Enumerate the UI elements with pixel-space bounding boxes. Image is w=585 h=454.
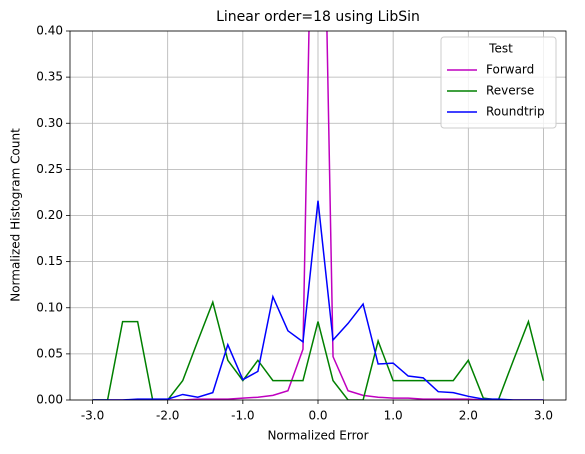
y-tick-label: 0.05 <box>36 346 63 360</box>
y-tick-label: 0.15 <box>36 254 63 268</box>
legend-label: Roundtrip <box>486 105 545 119</box>
plot-lines <box>92 31 545 400</box>
x-axis-label: Normalized Error <box>267 429 368 443</box>
x-tick-label: -3.0 <box>81 409 104 423</box>
y-tick-label: 0.35 <box>36 70 63 84</box>
x-tick-label: 0.0 <box>308 409 327 423</box>
y-tick-label: 0.10 <box>36 300 63 314</box>
x-tick-label: 3.0 <box>534 409 553 423</box>
y-tick-label: 0.20 <box>36 208 63 222</box>
chart-title: Linear order=18 using LibSin <box>216 9 420 25</box>
legend-box <box>440 36 557 129</box>
x-tick-label: -1.0 <box>231 409 254 423</box>
legend-label: Forward <box>486 63 534 77</box>
legend-title: Test <box>488 42 513 56</box>
x-tick-label: 2.0 <box>459 409 478 423</box>
y-tick-label: 0.25 <box>36 162 63 176</box>
legend-label: Reverse <box>486 84 534 98</box>
series-line <box>92 299 545 400</box>
x-tick-label: 1.0 <box>384 409 403 423</box>
y-axis-label: Normalized Histogram Count <box>9 128 23 302</box>
x-tick-label: -2.0 <box>156 409 179 423</box>
y-tick-label: 0.40 <box>36 24 63 38</box>
y-tick-label: 0.30 <box>36 116 63 130</box>
series-line <box>92 200 544 400</box>
series-line <box>92 31 544 400</box>
legend: Test Forward Reverse Roundtrip <box>440 36 557 129</box>
y-tick-label: 0.00 <box>36 393 63 407</box>
